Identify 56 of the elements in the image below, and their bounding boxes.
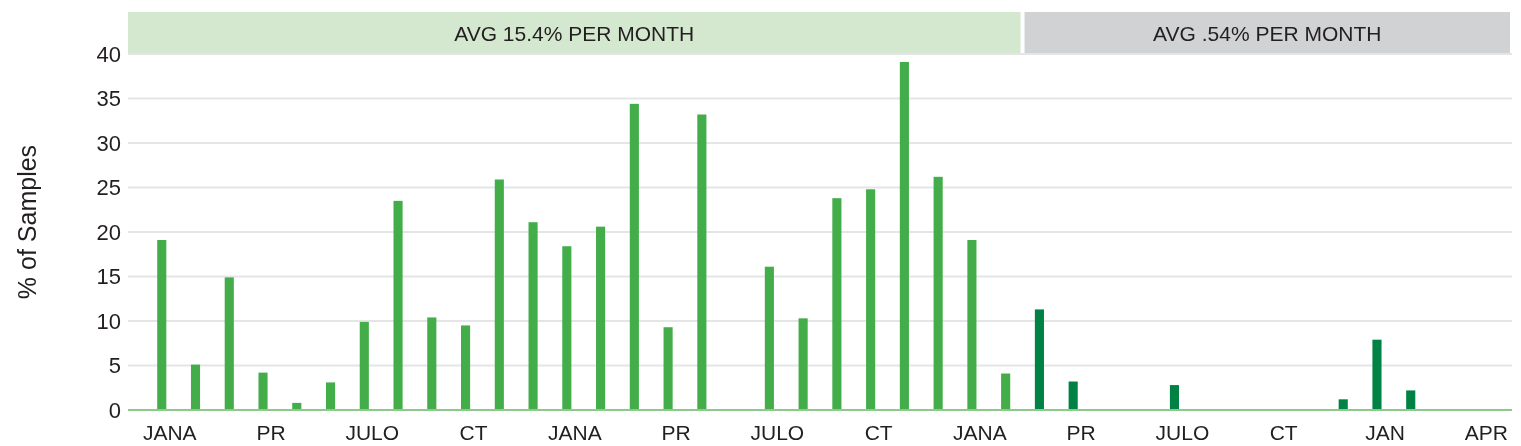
x-tick-label: JULO [1155,421,1210,444]
bar [1406,390,1416,410]
x-tick-label: JANA [547,421,602,444]
bar [258,372,268,410]
bar [1169,385,1179,410]
bar [663,327,673,410]
y-axis-title: % of Samples [13,144,41,300]
bar [1034,309,1044,410]
bar [967,240,977,410]
y-tick-label: 15 [96,264,121,290]
x-tick-label: JULO [750,421,805,444]
y-tick-label: 10 [96,308,121,334]
bar [224,277,234,410]
x-tick-label: CT [864,421,893,444]
bar [832,198,842,410]
x-tick-label: JULO [345,421,400,444]
bar [798,318,808,410]
x-tick-label: JANA [142,421,197,444]
bar [764,266,774,410]
y-tick-label: 25 [96,175,121,201]
bar [494,179,504,410]
bar [157,240,167,410]
bar [1001,373,1011,410]
bar [325,382,336,410]
y-tick-label: 20 [96,219,121,245]
bar [562,246,572,410]
y-tick-label: 5 [108,353,121,379]
x-tick-label: PR [661,421,691,444]
bar [596,226,606,410]
bar [393,200,403,410]
y-tick-label: 0 [108,397,121,423]
bar [1372,339,1382,410]
bar [866,189,876,410]
x-tick-label: CT [1269,421,1298,444]
y-tick-label: 40 [96,41,121,67]
bar [461,325,471,410]
bar [629,103,639,410]
text: AVG .54% PER MONTH [1153,22,1382,45]
bar [697,114,707,410]
x-tick-label: CT [459,421,488,444]
bar [190,364,201,410]
bar [427,317,437,410]
bar [933,176,943,410]
x-tick-label: JANA [953,421,1007,444]
bar [359,321,369,410]
bar [1338,399,1348,410]
text: AVG 15.4% PER MONTH [454,22,695,45]
x-tick-label: PR [256,421,286,444]
bar [899,62,909,410]
bar [1068,381,1078,410]
y-tick-label: 35 [96,86,121,112]
y-tick-label: 30 [96,130,121,156]
x-tick-label: PR [1066,421,1096,444]
x-tick-label: JAN [1365,421,1405,444]
x-tick-label: APR [1464,421,1508,444]
bar [528,222,538,410]
